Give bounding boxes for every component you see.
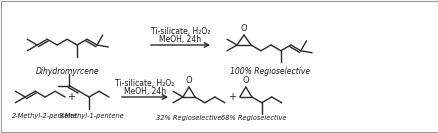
Text: 100% Regioselective: 100% Regioselective [230, 67, 310, 76]
Text: MeOH, 24h: MeOH, 24h [124, 87, 166, 96]
Text: +: + [67, 92, 75, 102]
Text: +: + [227, 92, 235, 102]
Text: Dihydromyrcene: Dihydromyrcene [35, 67, 99, 76]
Text: O: O [242, 76, 249, 85]
Text: Ti-silicate, H₂O₂: Ti-silicate, H₂O₂ [115, 79, 174, 88]
Text: O: O [185, 76, 192, 85]
Text: 3-Methyl-1-pentene: 3-Methyl-1-pentene [59, 113, 125, 119]
Text: 68% Regioselective: 68% Regioselective [221, 115, 286, 121]
Text: O: O [240, 24, 247, 33]
Text: 2-Methyl-2-pentene: 2-Methyl-2-pentene [12, 113, 78, 119]
Text: MeOH, 24h: MeOH, 24h [159, 35, 201, 44]
Text: 32% Regioselective: 32% Regioselective [156, 115, 221, 121]
Text: Ti-silicate, H₂O₂: Ti-silicate, H₂O₂ [151, 27, 210, 36]
